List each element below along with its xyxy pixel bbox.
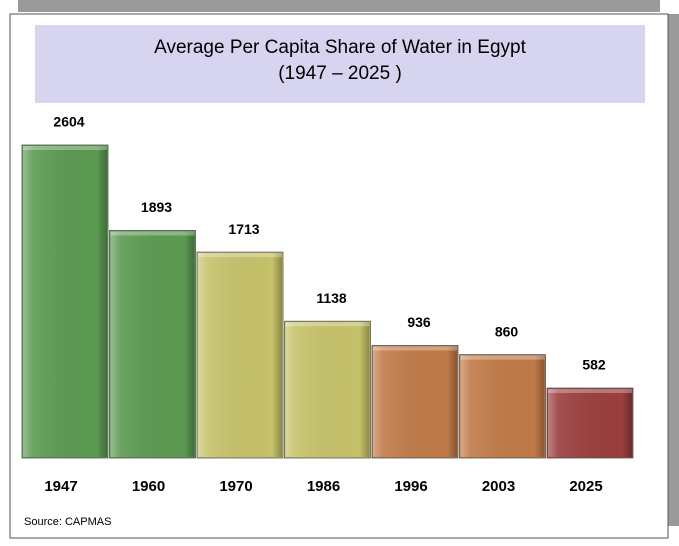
bar-bevel [23, 146, 107, 150]
bar-bevel [198, 253, 282, 258]
x-tick-label: 1947 [44, 478, 77, 495]
frame-right [668, 14, 679, 526]
x-tick-label: 1996 [394, 478, 427, 495]
bar-bevel [110, 231, 195, 236]
bar-shine [110, 231, 195, 457]
value-label: 2604 [53, 114, 84, 130]
bar-shine [285, 322, 370, 457]
bar-bevel [285, 322, 370, 327]
x-tick-label: 1960 [132, 478, 165, 495]
frame-top [18, 0, 660, 12]
value-label: 1713 [228, 221, 259, 237]
chart-title: Average Per Capita Share of Water in Egy… [154, 37, 526, 58]
bar-shine [460, 355, 545, 457]
bar-shine [23, 146, 107, 457]
bar-bevel [460, 355, 545, 360]
source-note: Source: CAPMAS [24, 516, 111, 528]
value-label: 1138 [316, 290, 347, 306]
value-label: 582 [582, 357, 606, 373]
value-label: 1893 [141, 199, 172, 215]
x-tick-label: 2025 [569, 478, 602, 495]
chart-subtitle: (1947 – 2025 ) [278, 63, 402, 84]
value-label: 936 [407, 314, 431, 330]
bar-shine [373, 346, 457, 457]
x-tick-label: 1970 [219, 478, 252, 495]
bar-bevel [373, 346, 457, 351]
bar-shine [548, 389, 632, 457]
bar-bevel [548, 389, 632, 394]
x-tick-label: 1986 [307, 478, 340, 495]
bar-shine [198, 253, 282, 457]
value-label: 860 [495, 323, 519, 339]
title-box [35, 25, 645, 103]
x-tick-label: 2003 [482, 478, 515, 495]
